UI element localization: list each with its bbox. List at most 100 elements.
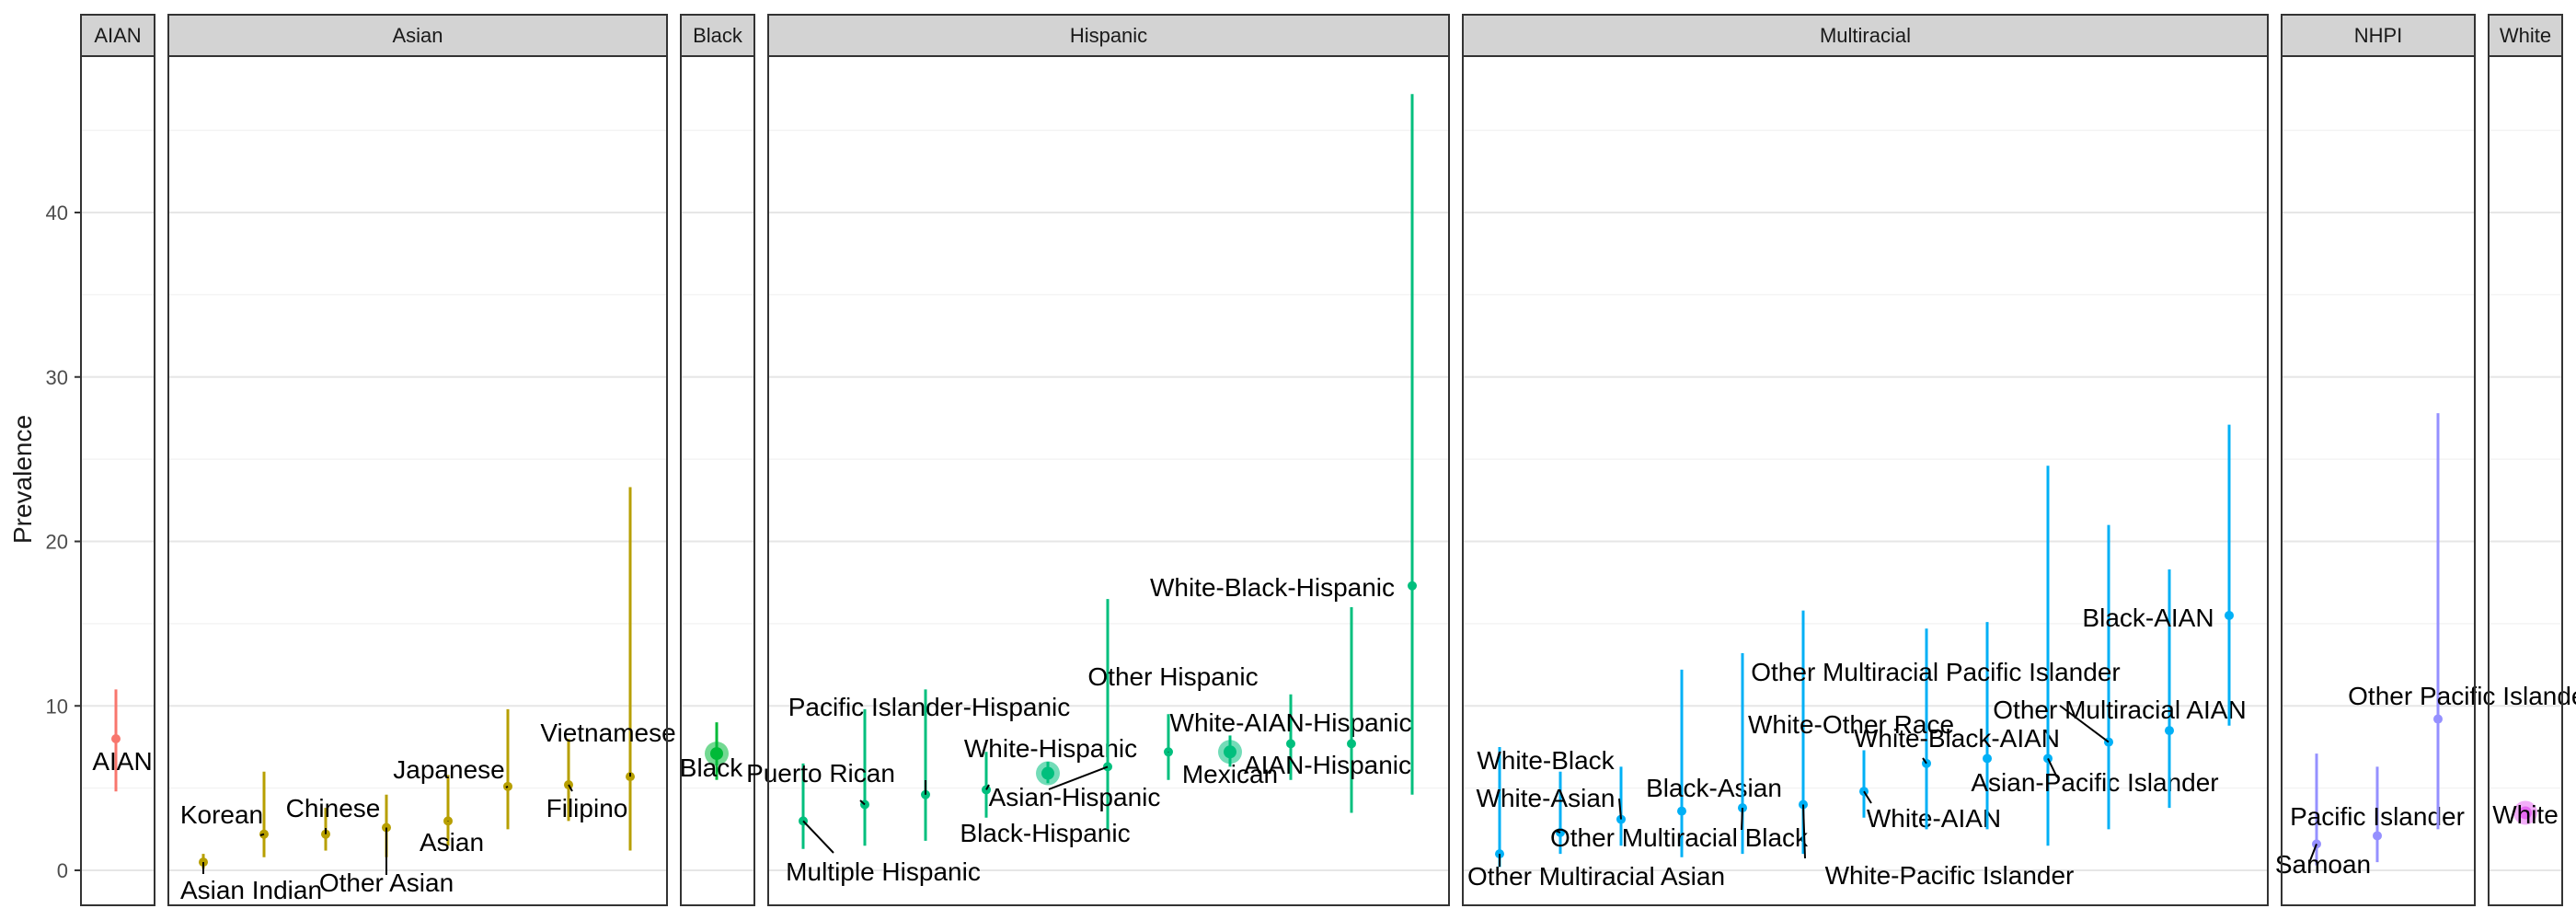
facet-strip bbox=[1462, 14, 2269, 57]
data-point-label: Other Hispanic bbox=[1087, 662, 1258, 691]
data-point-label: White-AIAN bbox=[1867, 804, 2001, 833]
facet-strip-label: Black bbox=[693, 24, 743, 47]
y-tick-label: 30 bbox=[46, 366, 68, 389]
data-point-group: Other Asian bbox=[319, 794, 454, 897]
data-point-group: Asian bbox=[420, 775, 484, 857]
data-point-label: AIAN-Hispanic bbox=[1244, 751, 1411, 779]
data-point-label: Filipino bbox=[546, 794, 628, 822]
data-point-label: Other Asian bbox=[319, 868, 454, 897]
data-point bbox=[1408, 581, 1417, 591]
label-leader-line bbox=[1048, 765, 1109, 790]
facet-panel bbox=[2488, 55, 2563, 906]
data-point bbox=[1983, 753, 1992, 764]
data-point-group: AIAN bbox=[92, 689, 153, 792]
data-point-label: AIAN bbox=[92, 747, 152, 776]
facet-asian: Asian Asian Indian Korean Chinese Other Asia… bbox=[167, 14, 676, 906]
label-leader-line bbox=[1618, 798, 1622, 820]
data-point-group: Pacific Islander bbox=[2290, 766, 2465, 863]
data-point-label: White-Black-Hispanic bbox=[1150, 573, 1395, 602]
facet-strip-label: NHPI bbox=[2354, 24, 2403, 47]
data-point-label: Asian-Hispanic bbox=[989, 783, 1161, 811]
data-point bbox=[2519, 806, 2532, 820]
facet-strip bbox=[2281, 14, 2476, 57]
data-point-group: Other Multiracial Pacific Islander bbox=[1751, 524, 2121, 830]
facet-strip-label: Multiracial bbox=[1820, 24, 1911, 47]
facet-hispanic: Hispanic Multiple Hispanic Puerto Rican Pac… bbox=[746, 14, 1450, 906]
data-point-label: Samoan bbox=[2275, 850, 2371, 879]
data-point bbox=[710, 747, 723, 761]
facet-panel bbox=[680, 55, 755, 906]
data-point-label: Black-Hispanic bbox=[960, 819, 1130, 847]
data-point bbox=[111, 734, 121, 743]
data-point-group: Samoan bbox=[2275, 753, 2371, 879]
data-point-label: Vietnamese bbox=[540, 719, 675, 747]
data-point-label: White bbox=[2492, 800, 2559, 829]
data-point-label: White-Black bbox=[1477, 746, 1615, 775]
label-leader-line bbox=[1922, 757, 1927, 765]
data-point bbox=[1041, 766, 1054, 780]
data-point-group: Filipino bbox=[546, 739, 628, 822]
facet-panel bbox=[80, 55, 155, 906]
data-point-label: White-Black-AIAN bbox=[1854, 724, 2060, 753]
data-point-label: Asian-Pacific Islander bbox=[1971, 768, 2218, 797]
y-tick-label: 40 bbox=[46, 201, 68, 224]
data-point-group: White-AIAN bbox=[1859, 750, 2001, 833]
facet-strip bbox=[167, 14, 668, 57]
facet-black: Black Black bbox=[680, 14, 755, 906]
data-point-label: Other Multiracial Black bbox=[1550, 823, 1809, 852]
data-point-label: White-Hispanic bbox=[964, 734, 1137, 763]
data-point-group: Other Pacific Islander bbox=[2348, 413, 2576, 830]
data-point-label: Asian bbox=[420, 828, 484, 857]
data-point-group: White-Hispanic bbox=[964, 734, 1137, 786]
data-point-group: Other Multiracial AIAN bbox=[1993, 569, 2247, 809]
data-point-label: Asian Indian bbox=[180, 876, 322, 904]
data-point bbox=[1224, 745, 1236, 759]
data-point bbox=[2373, 831, 2382, 841]
data-point bbox=[2433, 714, 2443, 724]
data-point-label: Black-AIAN bbox=[2082, 604, 2214, 632]
label-leader-line bbox=[1863, 790, 1872, 804]
data-point-group: White-Black-AIAN bbox=[1854, 622, 2060, 830]
data-point-group: White-Black-Hispanic bbox=[1150, 94, 1417, 795]
data-point-group: Black-Asian bbox=[1646, 669, 1782, 857]
data-point-label: White-AIAN-Hispanic bbox=[1170, 708, 1412, 737]
label-leader-line bbox=[2059, 705, 2110, 743]
data-point-group: Black-AIAN bbox=[2082, 424, 2234, 726]
y-axis: 0 10 20 30 40 bbox=[46, 201, 81, 882]
data-point-label: Pacific Islander bbox=[2290, 802, 2465, 831]
data-point-group: Other Multiracial Black bbox=[1550, 653, 1809, 855]
data-point bbox=[2165, 726, 2174, 736]
data-point-group: Korean bbox=[180, 771, 269, 857]
data-point-group: Japanese bbox=[393, 708, 512, 830]
label-leader-line bbox=[1555, 830, 1561, 834]
label-leader-line bbox=[259, 833, 265, 836]
facet-strip-label: White bbox=[2500, 24, 2551, 47]
data-point-label: Puerto Rican bbox=[746, 759, 895, 788]
data-point bbox=[1286, 739, 1295, 749]
label-leader-line bbox=[2047, 758, 2058, 778]
facet-strip-label: Asian bbox=[392, 24, 443, 47]
facet-panel bbox=[1462, 55, 2269, 906]
facet-panel bbox=[167, 55, 668, 906]
data-point bbox=[1347, 739, 1356, 749]
data-point bbox=[1677, 806, 1686, 816]
data-point-group: Asian-Hispanic bbox=[989, 599, 1161, 830]
data-point-group: Puerto Rican bbox=[746, 708, 895, 846]
data-point-label: Chinese bbox=[286, 794, 381, 822]
data-point-label: Pacific Islander-Hispanic bbox=[788, 693, 1071, 721]
data-point-group: Other Multiracial Asian bbox=[1467, 746, 1725, 891]
data-point-label: Japanese bbox=[393, 755, 504, 784]
facet-multiracial: Multiracial Other Multiracial Asian White-… bbox=[1462, 14, 2269, 906]
data-point-group: Multiple Hispanic bbox=[786, 763, 981, 886]
label-leader-line bbox=[505, 785, 509, 788]
facet-aian: AIAN AIAN bbox=[80, 14, 155, 906]
y-tick-label: 10 bbox=[46, 695, 68, 718]
data-point-group: Black bbox=[680, 722, 743, 782]
data-point-label: Black-Asian bbox=[1646, 774, 1782, 802]
label-leader-line bbox=[985, 784, 990, 790]
data-point-group: Vietnamese bbox=[540, 487, 676, 851]
facet-strip bbox=[2488, 14, 2563, 57]
data-point-label: Multiple Hispanic bbox=[786, 857, 981, 886]
label-leader-line bbox=[2308, 844, 2317, 864]
data-point-group: AIAN-Hispanic bbox=[1244, 607, 1411, 813]
